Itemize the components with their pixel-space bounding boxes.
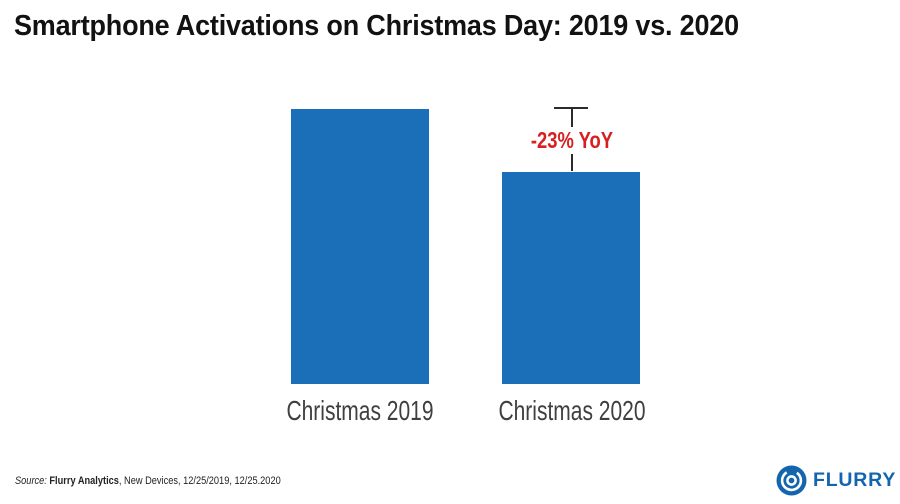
yoy-whisker-cap bbox=[554, 107, 588, 109]
flurry-wordmark: FLURRY bbox=[813, 468, 897, 491]
flurry-logo: FLURRY bbox=[776, 465, 896, 496]
bar-christmas-2019 bbox=[291, 109, 429, 384]
bar-christmas-2020 bbox=[502, 172, 640, 384]
source-label: Source: bbox=[15, 475, 50, 487]
axis-label-christmas-2019: Christmas 2019 bbox=[286, 395, 434, 426]
source-details: , New Devices, 12/25/2019, 12/25.2020 bbox=[118, 475, 281, 487]
flurry-logo-icon bbox=[776, 465, 807, 496]
yoy-change-label: -23% YoY bbox=[526, 127, 618, 155]
axis-label-christmas-2020: Christmas 2020 bbox=[498, 395, 646, 426]
source-name: Flurry Analytics bbox=[49, 475, 119, 487]
source-note: Source: Flurry Analytics, New Devices, 1… bbox=[15, 475, 281, 487]
chart-title: Smartphone Activations on Christmas Day:… bbox=[14, 10, 739, 42]
